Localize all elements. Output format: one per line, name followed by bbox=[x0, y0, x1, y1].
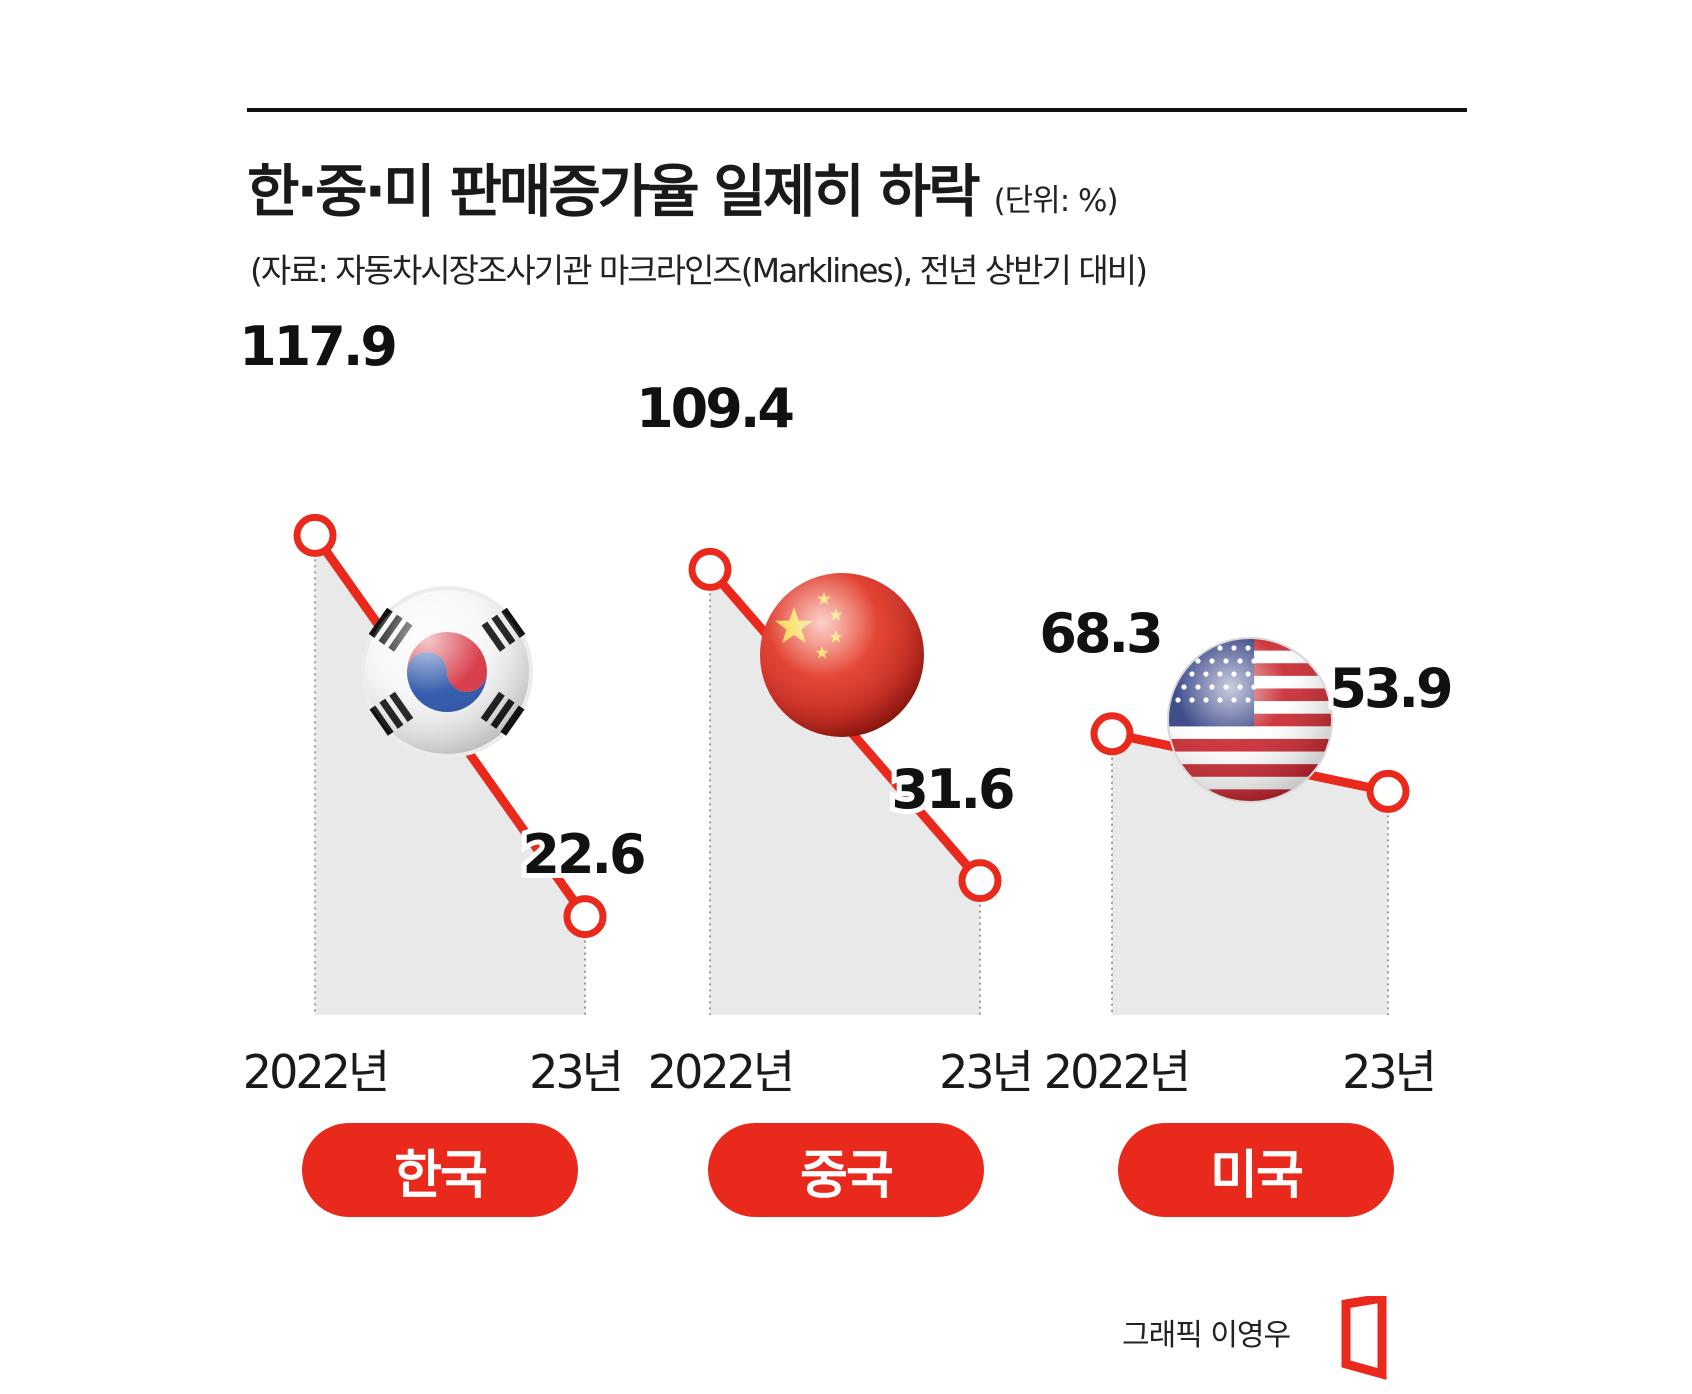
chart-group-2: 68.3 53.9 2022년 23년 bbox=[1034, 597, 1459, 1099]
unit-label: (단위: %) bbox=[993, 183, 1119, 219]
flag-star bbox=[1181, 658, 1187, 664]
data-label: 68.3 bbox=[1039, 602, 1160, 665]
flag-gloss bbox=[1168, 638, 1332, 802]
area-fill bbox=[1112, 733, 1388, 1015]
x-tick-label: 23년 bbox=[529, 1045, 621, 1099]
publisher-logo-icon bbox=[1341, 1296, 1387, 1380]
flag-star bbox=[1189, 645, 1195, 651]
source-note: (자료: 자동차시장조사기관 마크라인즈(Marklines), 전년 상반기 … bbox=[250, 251, 1148, 290]
country-label-usa: 미국 bbox=[1118, 1123, 1394, 1217]
chart-group-0: 117.9 22.6 2022년 23년 bbox=[234, 310, 652, 1099]
data-label: 109.4 bbox=[636, 377, 793, 440]
data-label: 31.6 bbox=[891, 758, 1013, 821]
korea-flag-icon bbox=[361, 586, 533, 758]
chart-title: 한·중·미 판매증가율 일제히 하락 bbox=[247, 159, 981, 225]
usa-flag-icon bbox=[1167, 637, 1333, 803]
x-tick-label: 2022년 bbox=[243, 1045, 387, 1099]
data-label: 117.9 bbox=[239, 315, 395, 378]
x-tick-label: 2022년 bbox=[1044, 1045, 1188, 1099]
flag-star bbox=[1175, 645, 1181, 651]
data-point bbox=[1366, 769, 1410, 813]
data-point bbox=[688, 547, 732, 591]
graphic-credit: 그래픽 이영우 bbox=[1122, 1318, 1291, 1353]
trigram-bar bbox=[501, 607, 526, 638]
trigram-bar bbox=[368, 607, 393, 638]
x-tick-label: 23년 bbox=[1342, 1045, 1434, 1099]
data-point bbox=[563, 895, 607, 939]
data-point bbox=[958, 859, 1002, 903]
china-flag-icon bbox=[760, 573, 924, 737]
flag-rim bbox=[1167, 637, 1333, 803]
data-label: 22.6 bbox=[522, 823, 644, 886]
x-tick-label: 23년 bbox=[939, 1045, 1031, 1099]
country-label-korea: 한국 bbox=[302, 1123, 578, 1217]
data-label: 53.9 bbox=[1329, 657, 1451, 720]
top-rule bbox=[247, 108, 1467, 112]
data-point bbox=[1090, 712, 1134, 756]
flag-gloss bbox=[365, 590, 529, 754]
data-point bbox=[293, 513, 337, 557]
x-tick-label: 2022년 bbox=[648, 1045, 792, 1099]
title-row: 한·중·미 판매증가율 일제히 하락 (단위: %) bbox=[247, 146, 1119, 228]
chart-group-1: 109.4 31.6 2022년 23년 bbox=[631, 372, 1034, 1099]
flag-gloss bbox=[760, 573, 924, 737]
country-label-china: 중국 bbox=[708, 1123, 984, 1217]
